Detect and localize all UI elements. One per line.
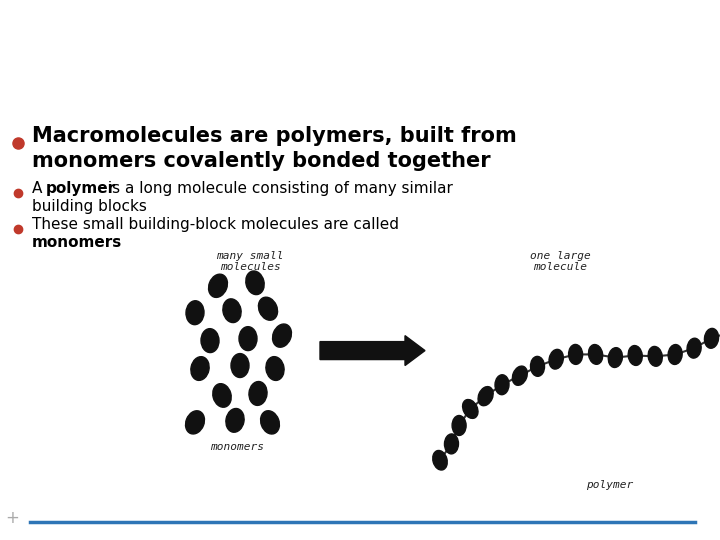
Ellipse shape	[648, 347, 662, 366]
Ellipse shape	[186, 411, 204, 434]
Ellipse shape	[209, 274, 228, 298]
Ellipse shape	[213, 383, 231, 407]
Text: is a long molecule consisting of many similar: is a long molecule consisting of many si…	[103, 181, 453, 196]
Text: monomers covalently bonded together: monomers covalently bonded together	[32, 151, 490, 171]
Ellipse shape	[433, 450, 447, 470]
Ellipse shape	[258, 297, 277, 320]
Ellipse shape	[549, 349, 563, 369]
Ellipse shape	[444, 434, 459, 454]
Text: polymer: polymer	[586, 480, 634, 490]
Ellipse shape	[249, 382, 267, 406]
Text: The FOUR Classes of Large Biomolecules: The FOUR Classes of Large Biomolecules	[27, 26, 664, 54]
Ellipse shape	[266, 356, 284, 380]
Ellipse shape	[569, 345, 582, 364]
Text: monomers: monomers	[210, 442, 264, 453]
Ellipse shape	[513, 366, 527, 386]
Ellipse shape	[239, 327, 257, 350]
Ellipse shape	[186, 301, 204, 325]
Text: many small
molecules: many small molecules	[216, 251, 284, 273]
Text: building blocks: building blocks	[32, 199, 147, 214]
Text: Macromolecules are polymers, built from: Macromolecules are polymers, built from	[32, 126, 517, 146]
Ellipse shape	[261, 411, 279, 434]
Ellipse shape	[201, 329, 219, 353]
Text: one large
molecule: one large molecule	[530, 251, 590, 273]
Ellipse shape	[608, 348, 622, 368]
Ellipse shape	[462, 400, 478, 419]
Ellipse shape	[246, 271, 264, 295]
Ellipse shape	[588, 345, 603, 364]
Ellipse shape	[452, 415, 466, 435]
FancyArrow shape	[320, 336, 425, 366]
Ellipse shape	[478, 387, 493, 406]
Ellipse shape	[273, 324, 292, 347]
Ellipse shape	[531, 356, 544, 376]
Text: monomers: monomers	[32, 235, 122, 250]
Ellipse shape	[223, 299, 241, 322]
Ellipse shape	[687, 338, 701, 358]
Ellipse shape	[231, 354, 249, 377]
Text: polymer: polymer	[46, 181, 116, 196]
Text: A: A	[32, 181, 48, 196]
Ellipse shape	[704, 328, 719, 348]
Ellipse shape	[495, 375, 509, 395]
Ellipse shape	[226, 408, 244, 432]
Ellipse shape	[191, 357, 209, 380]
Ellipse shape	[668, 345, 682, 364]
Text: +: +	[5, 509, 19, 527]
Text: These small building-block molecules are called: These small building-block molecules are…	[32, 217, 399, 232]
Ellipse shape	[628, 346, 642, 366]
